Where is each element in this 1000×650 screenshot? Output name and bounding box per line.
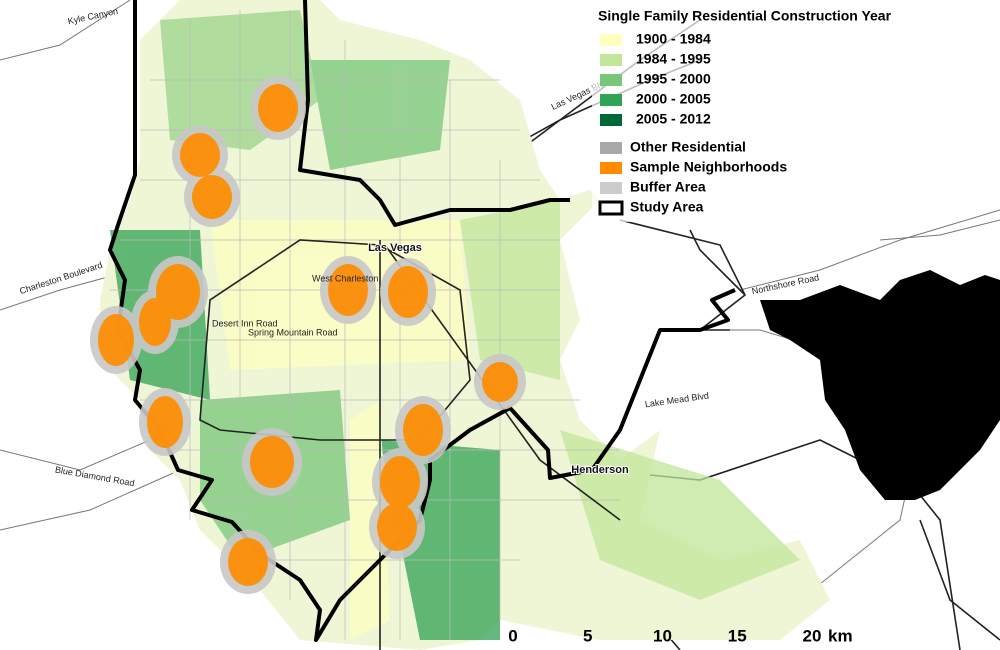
legend-swatch — [600, 162, 622, 174]
legend-background — [592, 4, 952, 222]
legend-label: Sample Neighborhoods — [630, 159, 787, 175]
legend-label: 1995 - 2000 — [636, 71, 711, 87]
legend-swatch — [598, 200, 624, 216]
legend-swatch — [600, 54, 622, 66]
legend-swatch — [600, 142, 622, 154]
place-label: Las Vegas — [368, 242, 422, 254]
scale-label: 15 — [728, 626, 747, 645]
legend-label: 2005 - 2012 — [636, 111, 711, 127]
lake — [760, 270, 1000, 500]
legend-label: Buffer Area — [630, 179, 706, 195]
legend-title: Single Family Residential Construction Y… — [598, 8, 892, 24]
legend: Single Family Residential Construction Y… — [592, 4, 952, 222]
interstate — [379, 240, 621, 650]
study-area-boundary — [298, 0, 570, 227]
legend-label: 1900 - 1984 — [636, 31, 711, 47]
place-label: Henderson — [571, 464, 629, 476]
legend-swatch — [600, 34, 622, 46]
scale-bar: 0 5 10 15 20 km — [508, 626, 852, 645]
neighborhoods — [90, 76, 526, 594]
legend-swatch — [600, 74, 622, 86]
legend-swatch — [600, 114, 622, 126]
scale-label: 10 — [653, 626, 672, 645]
legend-label: 2000 - 2005 — [636, 91, 711, 107]
legend-swatch — [600, 182, 622, 194]
legend-label: Study Area — [630, 199, 704, 215]
scale-label: 20 — [803, 626, 822, 645]
scale-label: 0 — [508, 626, 517, 645]
legend-label: Other Residential — [630, 139, 746, 155]
scale-unit: km — [828, 626, 853, 645]
legend-label: 1984 - 1995 — [636, 51, 711, 67]
scale-label: 5 — [583, 626, 592, 645]
place-label: West Charleston — [312, 273, 378, 283]
place-label: Desert Inn Road — [212, 318, 278, 328]
place-label: Spring Mountain Road — [248, 327, 338, 337]
legend-swatch — [600, 94, 622, 106]
